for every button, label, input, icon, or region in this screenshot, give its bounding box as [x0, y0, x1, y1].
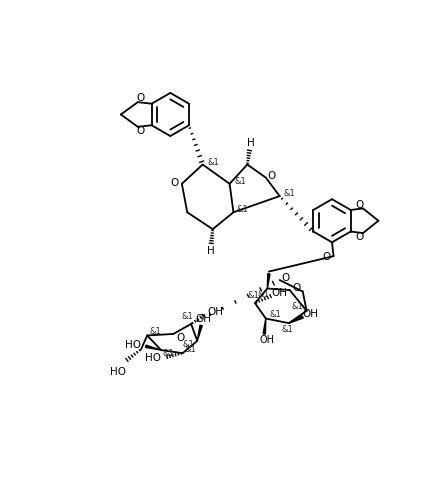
Polygon shape — [145, 345, 161, 350]
Text: OH: OH — [260, 335, 275, 345]
Text: HO: HO — [110, 368, 126, 377]
Text: O: O — [293, 283, 301, 293]
Text: OH: OH — [195, 314, 211, 324]
Text: O: O — [137, 93, 145, 103]
Text: &1: &1 — [182, 340, 194, 349]
Text: &1: &1 — [283, 189, 295, 198]
Text: O: O — [323, 252, 331, 262]
Text: &1: &1 — [248, 291, 259, 300]
Text: &1: &1 — [235, 177, 246, 186]
Text: H: H — [247, 138, 255, 148]
Text: O: O — [137, 125, 145, 136]
Text: &1: &1 — [282, 325, 293, 334]
Text: &1: &1 — [237, 206, 248, 215]
Text: &1: &1 — [184, 345, 196, 354]
Text: O: O — [282, 274, 290, 283]
Text: H: H — [207, 246, 215, 256]
Text: OH: OH — [208, 307, 224, 316]
Polygon shape — [289, 316, 303, 323]
Text: HO: HO — [145, 353, 161, 363]
Text: &1: &1 — [181, 312, 193, 321]
Text: OH: OH — [272, 288, 288, 298]
Text: &1: &1 — [291, 303, 303, 311]
Text: &1: &1 — [258, 290, 269, 299]
Text: O: O — [171, 178, 179, 188]
Text: &1: &1 — [163, 349, 175, 359]
Polygon shape — [263, 318, 266, 334]
Text: O: O — [355, 200, 363, 210]
Text: HO: HO — [126, 339, 141, 350]
Polygon shape — [267, 274, 270, 288]
Text: &1: &1 — [208, 158, 219, 167]
Text: OH: OH — [302, 309, 318, 319]
Text: O: O — [355, 232, 363, 242]
Text: O: O — [268, 171, 276, 181]
Text: &1: &1 — [149, 327, 161, 336]
Polygon shape — [197, 325, 202, 341]
Text: O: O — [176, 333, 184, 343]
Text: &1: &1 — [269, 310, 281, 319]
